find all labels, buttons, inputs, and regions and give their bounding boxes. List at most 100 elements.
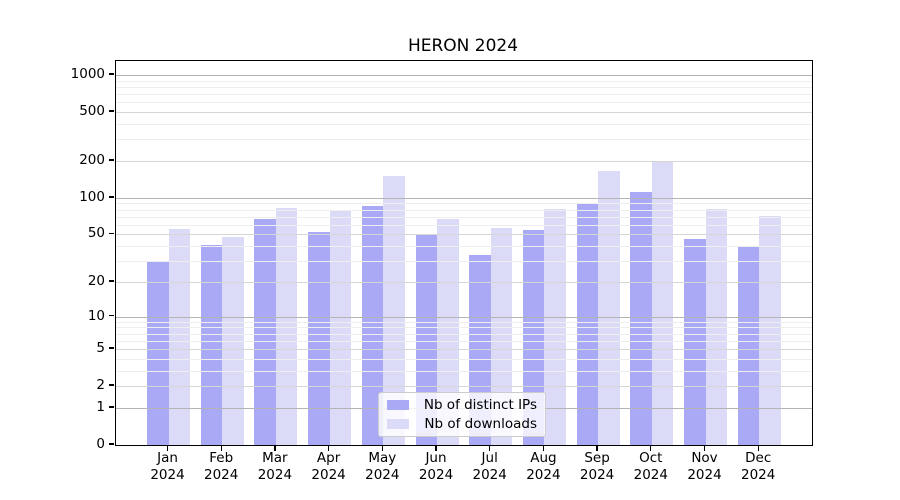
gridline-major (116, 349, 812, 351)
gridline-major (116, 75, 812, 77)
y-tick-label: 10 (87, 307, 105, 324)
x-tick-year: 2024 (526, 467, 561, 483)
gridline-minor (116, 224, 812, 226)
legend-item-distinct-ips: Nb of distinct IPs (387, 397, 537, 413)
bar-downloads (651, 161, 674, 445)
chart-title: HERON 2024 (407, 36, 519, 56)
x-tick-month: Jun (425, 450, 447, 466)
x-tick-mark (381, 445, 383, 451)
x-tick-mark (596, 445, 598, 451)
x-tick-mark (220, 445, 222, 451)
x-tick-month: Oct (639, 450, 663, 466)
gridline-minor (116, 124, 812, 126)
x-tick-month: Dec (745, 450, 772, 466)
gridline-minor (116, 370, 812, 372)
x-tick-mark (703, 445, 706, 451)
x-tick-label: Dec 2024 (730, 450, 786, 484)
gridline-major (116, 234, 812, 236)
x-tick-year: 2024 (579, 467, 615, 483)
x-tick-month: Feb (209, 450, 234, 466)
x-tick-month: Jan (157, 450, 178, 466)
x-tick-month: May (368, 450, 397, 466)
legend-swatch-downloads (387, 418, 410, 429)
x-tick-label: Jan 2024 (140, 450, 196, 484)
bar-downloads (168, 229, 190, 445)
x-tick-month: Jul (481, 450, 498, 466)
bar-distinct-ips (361, 205, 384, 445)
gridline-minor (116, 333, 812, 335)
gridline-minor (116, 209, 812, 211)
gridline-minor (116, 80, 812, 82)
gridline-minor (116, 358, 812, 360)
x-tick-label: Jun 2024 (408, 450, 464, 484)
y-tick-mark (109, 384, 114, 386)
y-tick-mark (109, 280, 114, 282)
x-tick-year: 2024 (633, 467, 668, 483)
y-tick-mark (109, 347, 114, 349)
x-tick-month: Sep (584, 450, 610, 466)
x-tick-month: Apr (316, 450, 341, 466)
x-tick-year: 2024 (687, 467, 722, 483)
gridline-major (116, 316, 812, 318)
gridline-minor (116, 216, 812, 218)
y-tick-label: 200 (79, 152, 105, 168)
x-tick-month: Nov (691, 450, 718, 466)
gridline-minor (116, 340, 812, 342)
x-tick-year: 2024 (311, 467, 346, 483)
y-tick-label: 2 (96, 377, 105, 394)
legend-swatch-distinct-ips (387, 400, 409, 411)
y-tick-label: 1 (96, 398, 105, 415)
x-tick-label: Nov 2024 (677, 450, 733, 484)
gridline-minor (116, 327, 812, 329)
x-tick-label: Aug 2024 (515, 450, 571, 484)
x-tick-year: 2024 (418, 467, 454, 483)
x-tick-month: Mar (262, 450, 288, 466)
y-tick-mark (109, 314, 114, 317)
x-tick-label: May 2024 (354, 450, 410, 484)
bar-downloads (383, 175, 405, 445)
x-tick-year: 2024 (204, 467, 239, 483)
y-tick-label: 100 (79, 188, 105, 205)
y-tick-mark (109, 159, 114, 161)
bar-distinct-ips (200, 244, 223, 445)
bar-distinct-ips (684, 238, 706, 445)
bar-downloads (598, 170, 620, 445)
x-tick-label: Jul 2024 (462, 450, 518, 484)
gridline-major (116, 281, 812, 283)
x-tick-year: 2024 (150, 467, 185, 483)
y-tick-label: 1000 (70, 66, 105, 83)
y-tick-label: 500 (79, 103, 105, 120)
bar-distinct-ips (522, 230, 545, 445)
grid-layer (116, 61, 812, 445)
legend: Nb of distinct IPs Nb of downloads (378, 392, 546, 437)
x-tick-mark (327, 445, 330, 451)
x-tick-label: Sep 2024 (569, 450, 625, 484)
x-tick-year: 2024 (257, 467, 293, 483)
bar-distinct-ips (737, 247, 760, 445)
x-tick-year: 2024 (741, 467, 776, 483)
legend-item-downloads: Nb of downloads (387, 416, 537, 432)
x-tick-mark (435, 445, 437, 451)
x-tick-label: Oct 2024 (623, 450, 679, 484)
legend-label-downloads: Nb of downloads (424, 415, 537, 432)
y-tick-mark (109, 73, 114, 75)
gridline-minor (116, 246, 812, 248)
bar-downloads (759, 215, 781, 445)
gridline-major (116, 197, 812, 199)
plot-area (115, 60, 813, 446)
gridline-minor (116, 321, 812, 323)
bar-distinct-ips (630, 191, 652, 445)
gridline-minor (116, 261, 812, 263)
bar-distinct-ips (254, 219, 276, 445)
x-tick-mark (274, 445, 276, 451)
x-tick-label: Feb 2024 (193, 450, 249, 484)
y-tick-mark (109, 406, 114, 408)
y-tick-mark (109, 443, 114, 445)
y-tick-mark (109, 110, 114, 112)
bar-downloads (275, 207, 298, 445)
x-tick-label: Mar 2024 (247, 450, 303, 484)
gridline-minor (116, 94, 812, 96)
y-tick-label: 50 (87, 225, 105, 242)
bar-distinct-ips (576, 204, 599, 445)
